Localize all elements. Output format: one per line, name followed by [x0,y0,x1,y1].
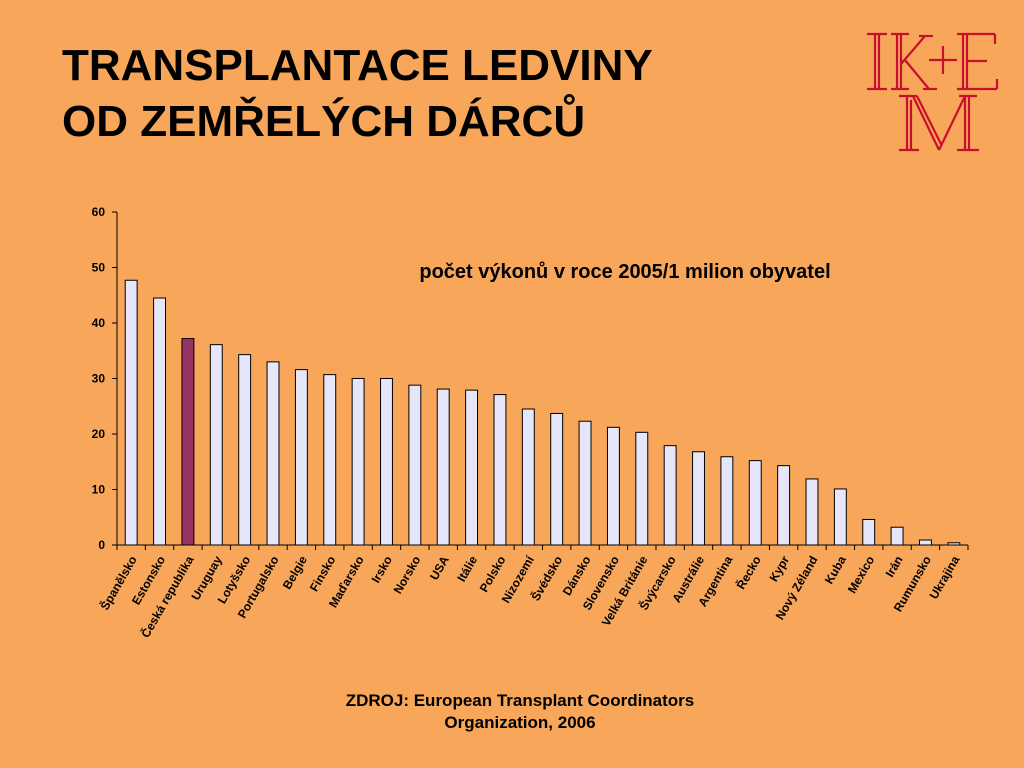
x-tick-label: Kypr [766,553,792,584]
bar [692,451,705,546]
bar [947,542,961,546]
ikem-logo [867,32,999,152]
page-title: TRANSPLANTACE LEDVINY OD ZEMŘELÝCH DÁRCŮ [62,38,653,150]
bar [181,338,195,546]
bar [323,374,337,546]
title-line-1: TRANSPLANTACE LEDVINY [62,41,653,90]
x-tick-label: Řecko [733,553,764,592]
x-tick-label: Irán [883,554,906,580]
bar [408,384,422,546]
source-line-2: Organization, 2006 [444,713,596,732]
y-tick-label: 40 [92,316,106,330]
bar [578,420,592,546]
bar [748,460,762,546]
bar [238,354,252,546]
y-tick-label: 30 [92,372,106,386]
bar [833,488,847,546]
bar [550,412,564,546]
x-tick-label: Norsko [391,554,424,597]
bar [465,389,479,546]
y-tick-label: 50 [92,261,106,275]
bar [521,408,535,546]
source-line-1: ZDROJ: European Transplant Coordinators [345,691,695,710]
bar [266,361,280,546]
y-tick-label: 0 [98,538,105,552]
bar [294,369,308,546]
bar [805,478,819,546]
source-note: ZDROJ: European Transplant Coordinators … [270,690,770,734]
y-tick-label: 60 [92,205,106,219]
x-tick-label: USA [427,553,452,582]
x-tick-label: Mexico [845,554,877,596]
x-tick-label: Belgie [280,553,310,591]
bar [351,378,365,546]
bar [918,539,932,546]
bar [720,456,734,546]
x-tick-label: Itálie [454,553,480,584]
bar [890,526,904,546]
bar [777,465,791,546]
bar [153,297,167,546]
bar [862,518,876,546]
bar [124,279,138,546]
bar [436,388,450,546]
bar [606,426,620,546]
bar [380,378,393,546]
bar [493,394,507,546]
bar [635,431,649,546]
y-tick-label: 20 [92,427,106,441]
y-tick-label: 10 [92,483,106,497]
chart-annotation: počet výkonů v roce 2005/1 milion obyvat… [419,261,830,283]
bar [209,344,223,546]
x-tick-label: Irsko [369,554,395,586]
bar [663,445,677,546]
x-tick-label: Kuba [822,553,849,586]
title-line-2: OD ZEMŘELÝCH DÁRCŮ [62,97,586,146]
